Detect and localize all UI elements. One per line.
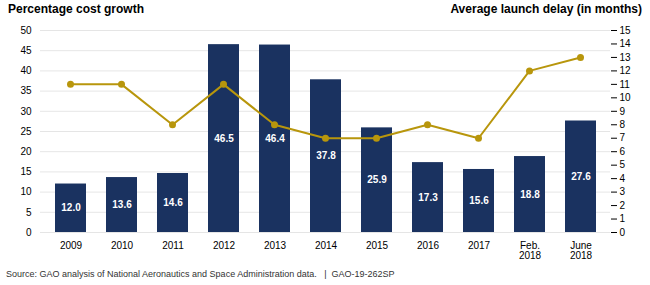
svg-text:0: 0 [26,227,32,238]
svg-text:2011: 2011 [162,240,184,251]
svg-text:2010: 2010 [111,240,134,251]
svg-text:15: 15 [620,25,632,36]
svg-text:2: 2 [620,200,626,211]
svg-text:1: 1 [620,213,626,224]
svg-text:12.0: 12.0 [61,202,81,213]
svg-text:2017: 2017 [468,240,491,251]
svg-text:5: 5 [26,207,32,218]
svg-text:3: 3 [620,186,626,197]
svg-text:46.4: 46.4 [265,133,285,144]
svg-text:14: 14 [620,38,632,49]
svg-text:25.9: 25.9 [367,174,387,185]
svg-text:10: 10 [620,92,632,103]
svg-text:June2018: June2018 [570,240,593,261]
svg-text:8: 8 [620,119,626,130]
svg-text:4: 4 [620,173,626,184]
svg-text:37.8: 37.8 [316,150,336,161]
svg-text:11: 11 [620,79,631,90]
svg-text:2016: 2016 [417,240,440,251]
svg-text:12: 12 [620,65,632,76]
svg-text:15: 15 [20,166,32,177]
svg-text:13: 13 [620,52,632,63]
svg-text:46.5: 46.5 [214,133,234,144]
svg-text:25: 25 [20,126,32,137]
html-text:Percentage cost growth: Percentage cost growth [8,2,144,16]
svg-text:40: 40 [20,65,32,76]
svg-text:10: 10 [20,186,32,197]
svg-text:17.3: 17.3 [418,192,438,203]
svg-text:14.6: 14.6 [163,197,183,208]
svg-text:27.6: 27.6 [571,171,591,182]
svg-text:2015: 2015 [366,240,389,251]
svg-text:2012: 2012 [213,240,236,251]
svg-text:20: 20 [20,146,32,157]
html-text:Average launch delay (in month: Average launch delay (in months) [450,2,642,16]
html-text:Source: GAO analysis of Nation: Source: GAO analysis of National Aeronau… [6,269,395,279]
svg-text:9: 9 [620,106,626,117]
svg-text:30: 30 [20,106,32,117]
svg-text:6: 6 [620,146,626,157]
svg-text:13.6: 13.6 [112,199,132,210]
svg-text:7: 7 [620,132,626,143]
svg-text:2009: 2009 [60,240,83,251]
svg-text:0: 0 [620,227,626,238]
svg-text:15.6: 15.6 [469,195,489,206]
svg-text:35: 35 [20,85,32,96]
svg-text:18.8: 18.8 [520,189,540,200]
svg-text:2014: 2014 [315,240,338,251]
svg-text:2013: 2013 [264,240,287,251]
svg-text:Feb.2018: Feb.2018 [519,240,542,261]
svg-text:50: 50 [20,25,32,36]
svg-text:5: 5 [620,159,626,170]
svg-text:45: 45 [20,45,32,56]
